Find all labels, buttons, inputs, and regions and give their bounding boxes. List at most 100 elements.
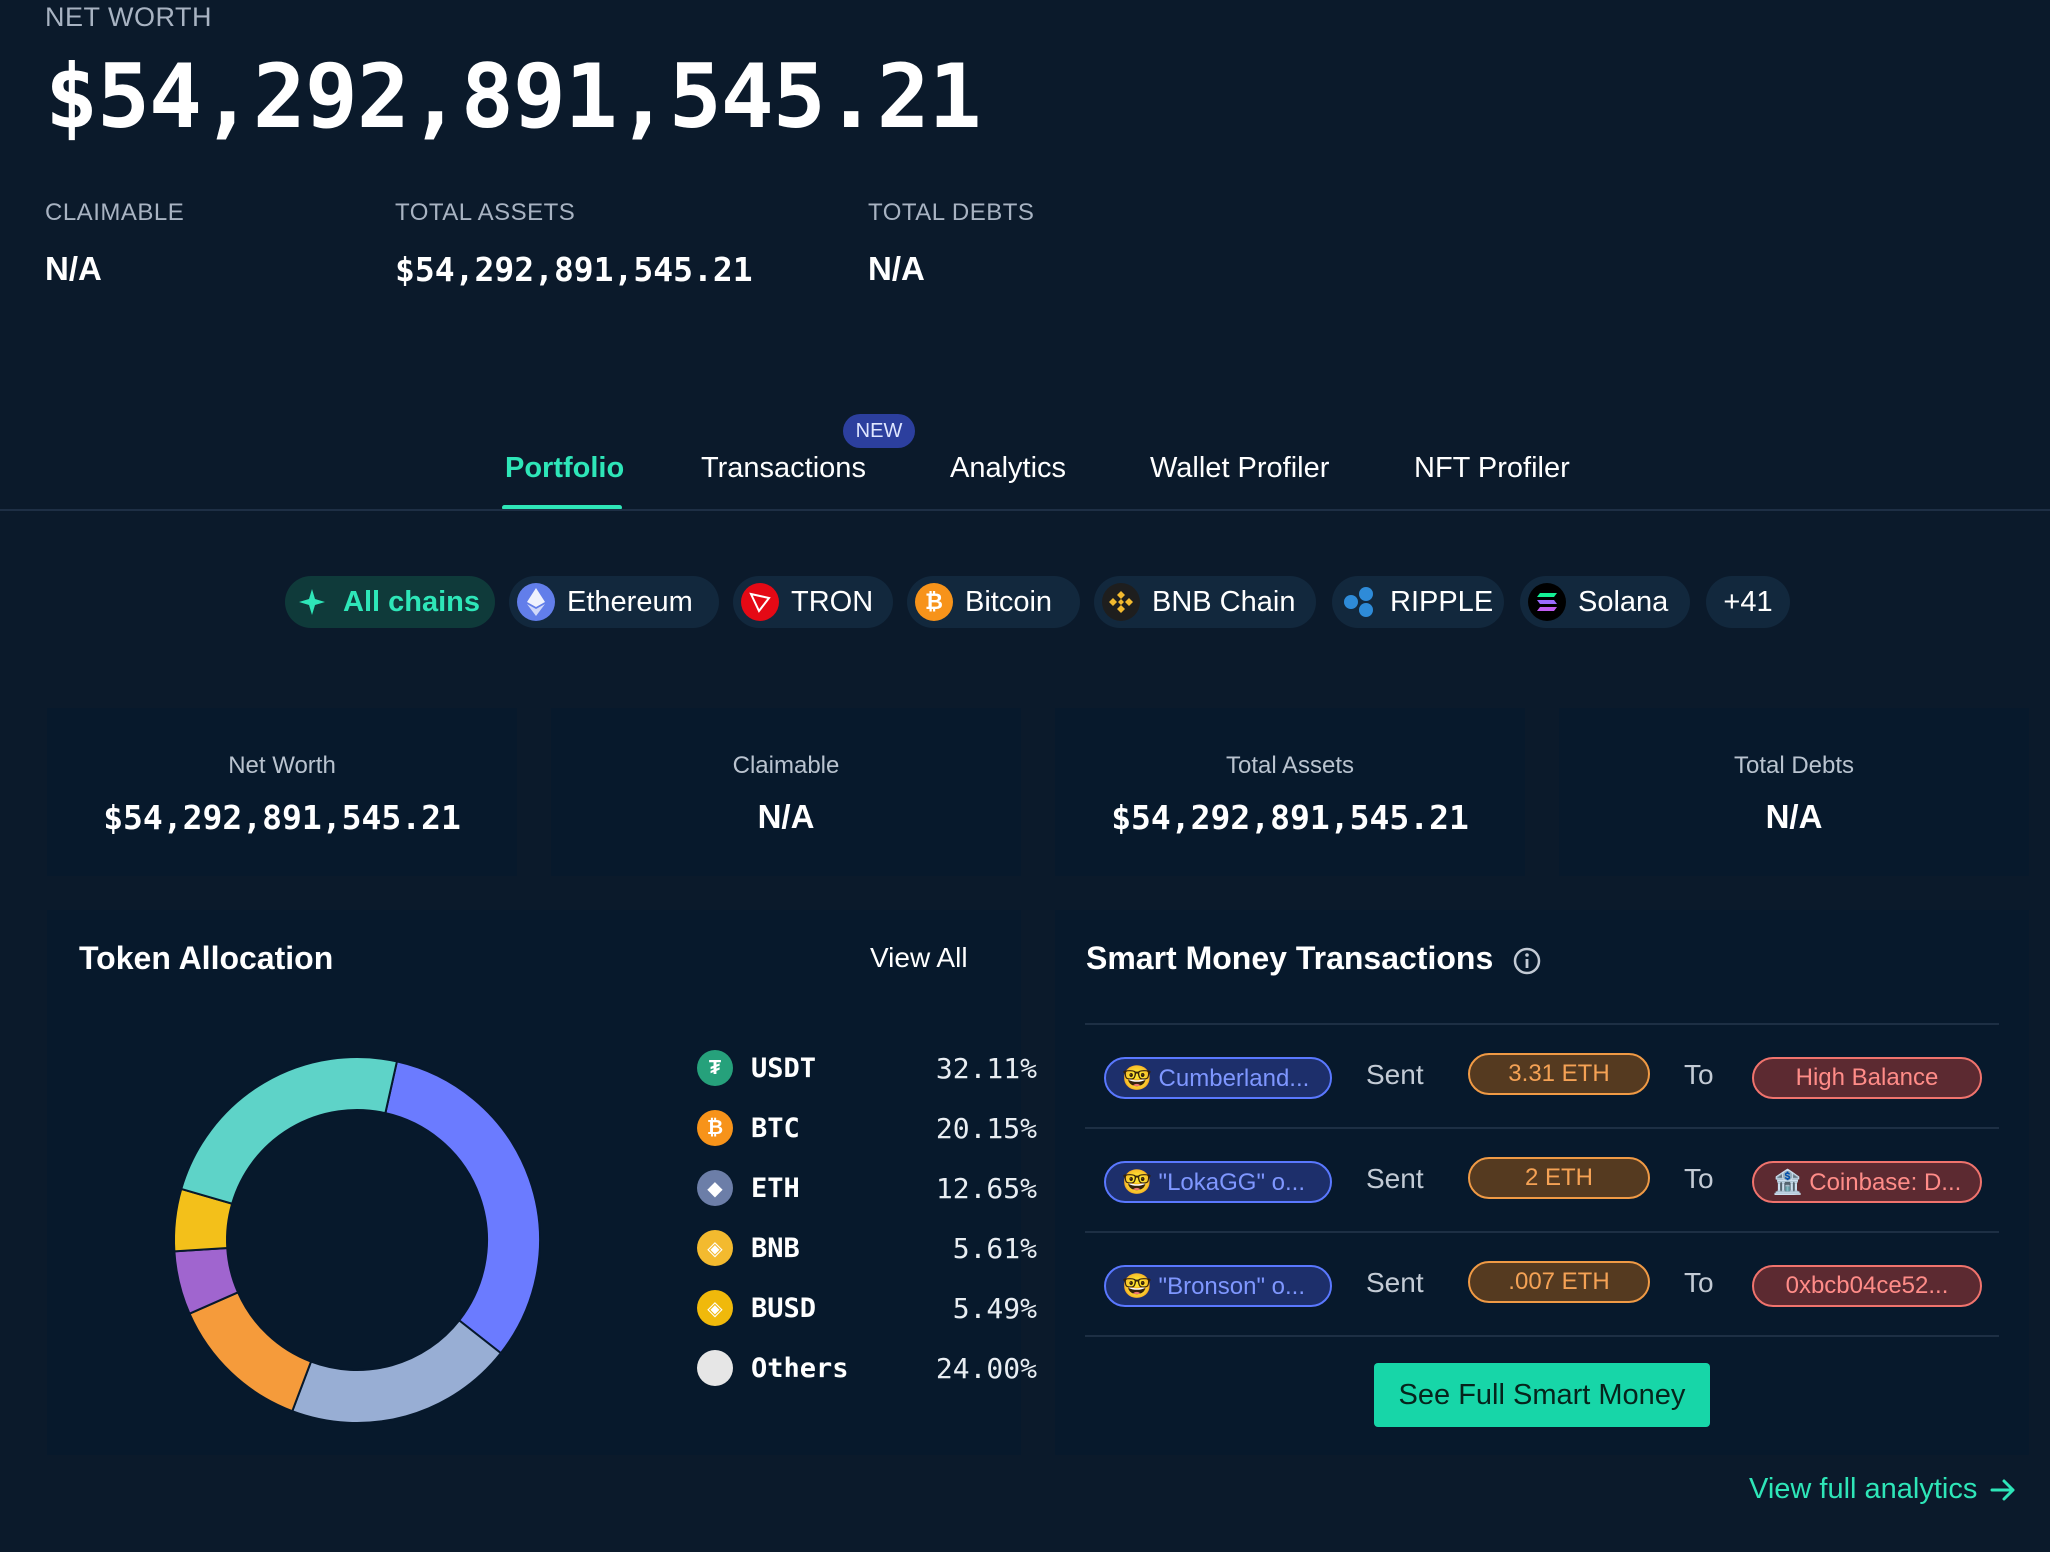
token-allocation-panel: Token Allocation View All ₮ USDT 32.11% ₿ BT… [47, 910, 1037, 1455]
summary-value: N/A [757, 798, 815, 835]
token-percent: 20.15% [935, 1111, 1037, 1145]
chain-all-chains[interactable]: All chains [285, 576, 495, 628]
chain-label: TRON [791, 585, 874, 618]
token-percent: 5.49% [952, 1291, 1037, 1325]
tab-portfolio[interactable]: Portfolio [505, 452, 625, 484]
new-badge: NEW [843, 414, 915, 448]
tab-wallet-profiler[interactable]: Wallet Profiler [1150, 452, 1330, 484]
others-icon [697, 1350, 733, 1386]
see-full-smart-money-button[interactable]: See Full Smart Money [1374, 1363, 1710, 1427]
token-row-bnb[interactable]: ◈ BNB 5.61% [697, 1228, 1037, 1268]
tx-from-chip[interactable]: 🤓 "Bronson" o... [1104, 1265, 1332, 1307]
tx-action: Sent [1366, 1059, 1424, 1090]
smart-money-title: Smart Money Transactions [1086, 940, 1494, 976]
tab-nft-profiler[interactable]: NFT Profiler [1414, 452, 1570, 484]
view-full-analytics-link[interactable]: View full analytics [1749, 1473, 2017, 1506]
total-debts-label: TOTAL DEBTS [868, 199, 1035, 226]
view-full-analytics-label: View full analytics [1749, 1473, 1978, 1505]
bnb-icon: ◈ [697, 1230, 733, 1266]
token-allocation-donut [173, 1056, 541, 1424]
token-percent: 12.65% [935, 1171, 1037, 1205]
donut-segment-eth[interactable] [188, 1291, 313, 1413]
token-symbol: USDT [751, 1052, 817, 1084]
tx-to-chip[interactable]: High Balance [1752, 1057, 1982, 1099]
bnb-icon [1102, 583, 1140, 621]
token-allocation-title: Token Allocation [79, 940, 334, 976]
tron-icon [741, 583, 779, 621]
ripple-icon [1340, 583, 1378, 621]
tx-action: Sent [1366, 1267, 1424, 1298]
donut-segment-usdt[interactable] [384, 1060, 541, 1355]
usdt-icon: ₮ [697, 1050, 733, 1086]
chain-bitcoin[interactable]: ₿ Bitcoin [907, 576, 1080, 628]
token-symbol: BTC [751, 1112, 800, 1144]
ethereum-icon [517, 583, 555, 621]
donut-segment-btc[interactable] [290, 1318, 503, 1424]
busd-icon: ◈ [697, 1290, 733, 1326]
donut-segment-others[interactable] [180, 1056, 399, 1205]
summary-card-total-assets: Total Assets $54,292,891,545.21 [1055, 708, 1525, 876]
chain-more[interactable]: +41 [1706, 576, 1790, 628]
row-divider [1085, 1335, 1999, 1337]
bitcoin-icon: ₿ [915, 583, 953, 621]
tabs-divider [0, 509, 2050, 511]
tx-to-word: To [1684, 1059, 1714, 1090]
summary-value: N/A [1765, 798, 1823, 835]
chain-ethereum[interactable]: Ethereum [509, 576, 719, 628]
token-percent: 5.61% [952, 1231, 1037, 1265]
summary-card-net-worth: Net Worth $54,292,891,545.21 [47, 708, 517, 876]
chain-label: Bitcoin [965, 585, 1053, 618]
summary-value: $54,292,891,545.21 [1111, 798, 1469, 837]
eth-icon: ◆ [697, 1170, 733, 1206]
solana-icon [1528, 583, 1566, 621]
chain-label: Solana [1578, 585, 1669, 618]
claimable-value: N/A [45, 250, 102, 287]
token-row-usdt[interactable]: ₮ USDT 32.11% [697, 1048, 1037, 1088]
token-row-btc[interactable]: ₿ BTC 20.15% [697, 1108, 1037, 1148]
token-row-eth[interactable]: ◆ ETH 12.65% [697, 1168, 1037, 1208]
tx-to-chip[interactable]: 🏦 Coinbase: D... [1752, 1161, 1982, 1203]
token-row-others[interactable]: Others 24.00% [697, 1348, 1037, 1388]
tx-action: Sent [1366, 1163, 1424, 1194]
token-row-busd[interactable]: ◈ BUSD 5.49% [697, 1288, 1037, 1328]
summary-label: Total Assets [1225, 752, 1355, 779]
summary-label: Total Debts [1733, 752, 1855, 779]
summary-label: Claimable [732, 752, 840, 779]
tx-amount-chip[interactable]: .007 ETH [1468, 1261, 1650, 1303]
tx-amount-chip[interactable]: 2 ETH [1468, 1157, 1650, 1199]
active-tab-indicator [502, 505, 622, 510]
tab-transactions[interactable]: Transactions [701, 452, 866, 484]
total-assets-label: TOTAL ASSETS [395, 199, 576, 226]
summary-card-claimable: Claimable N/A [551, 708, 1021, 876]
chain-label: All chains [343, 585, 480, 618]
row-divider [1085, 1231, 1999, 1233]
chain-label: Ethereum [567, 585, 693, 618]
info-icon[interactable] [1512, 946, 1542, 976]
token-symbol: BUSD [751, 1292, 817, 1324]
tab-analytics[interactable]: Analytics [950, 452, 1067, 484]
chain-bnb[interactable]: BNB Chain [1094, 576, 1316, 628]
token-symbol: BNB [751, 1232, 800, 1264]
chain-label: BNB Chain [1152, 585, 1296, 618]
total-debts-value: N/A [868, 250, 925, 287]
summary-card-total-debts: Total Debts N/A [1559, 708, 2029, 876]
all-chains-icon [293, 583, 331, 621]
token-percent: 32.11% [935, 1051, 1037, 1085]
net-worth-label: NET WORTH [45, 2, 213, 32]
chain-tron[interactable]: TRON [733, 576, 893, 628]
view-all-link[interactable]: View All [870, 942, 968, 973]
chain-ripple[interactable]: RIPPLE [1332, 576, 1504, 628]
row-divider [1085, 1023, 1999, 1025]
tx-from-chip[interactable]: 🤓 "LokaGG" o... [1104, 1161, 1332, 1203]
token-symbol: Others [751, 1352, 849, 1384]
tx-to-word: To [1684, 1267, 1714, 1298]
tx-from-chip[interactable]: 🤓 Cumberland... [1104, 1057, 1332, 1099]
chain-solana[interactable]: Solana [1520, 576, 1690, 628]
tx-amount-chip[interactable]: 3.31 ETH [1468, 1053, 1650, 1095]
arrow-right-icon [1990, 1479, 2015, 1500]
chain-label: RIPPLE [1390, 585, 1494, 618]
tx-to-chip[interactable]: 0xbcb04ce52... [1752, 1265, 1982, 1307]
net-worth-value: $54,292,891,545.21 [45, 45, 982, 148]
btc-icon: ₿ [697, 1110, 733, 1146]
row-divider [1085, 1127, 1999, 1129]
